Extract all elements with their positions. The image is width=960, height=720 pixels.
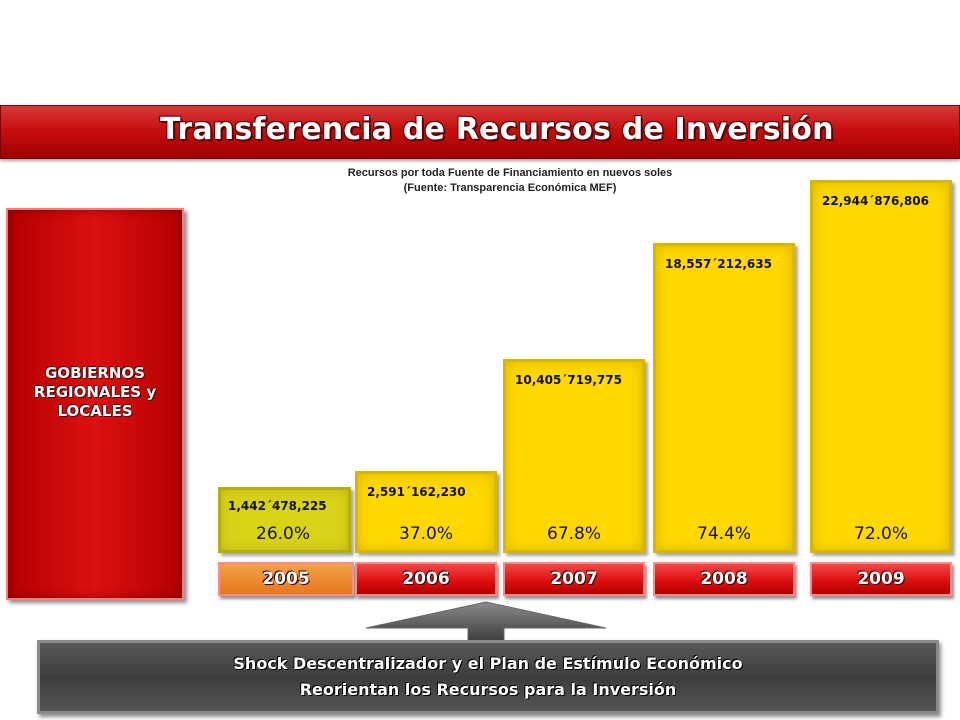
bar-2009: [810, 180, 952, 553]
banner-line-1: Shock Descentralizador y el Plan de Estí…: [233, 654, 743, 673]
bar-2007: [503, 359, 645, 553]
government-label: GOBIERNOS REGIONALES y LOCALES: [6, 364, 184, 421]
year-label-2009: 2009: [810, 562, 952, 596]
conclusion-banner: [37, 640, 939, 714]
bar-percent-label-2006: 37.0%: [399, 524, 454, 544]
bar-percent-label-2005: 26.0%: [256, 524, 311, 544]
title-band: [0, 105, 960, 159]
government-label-line-1: GOBIERNOS: [45, 364, 145, 382]
bar-percent-label-2009: 72.0%: [854, 524, 909, 544]
year-label-2007: 2007: [503, 562, 645, 596]
banner-line-2: Reorientan los Recursos para la Inversió…: [299, 680, 677, 699]
chart-subtitle: Recursos por toda Fuente de Financiamien…: [300, 166, 720, 196]
bar-percent-label-2008: 74.4%: [697, 524, 752, 544]
government-label-line-3: LOCALES: [57, 402, 133, 420]
year-label-2006: 2006: [355, 562, 497, 596]
bar-value-label-2007: 10,405´719,775: [515, 373, 622, 388]
arrow-up-icon: [365, 601, 607, 642]
bar-2008: [653, 242, 795, 553]
year-label-2005: 2005: [218, 562, 354, 596]
bar-value-label-2008: 18,557´212,635: [665, 256, 772, 271]
bar-2005: [218, 487, 351, 553]
year-label-2008: 2008: [653, 562, 795, 596]
bar-value-label-2006: 2,591´162,230: [367, 484, 466, 499]
bar-value-label-2009: 22,944´876,806: [822, 194, 929, 208]
slide-title: Transferencia de Recursos de Inversión: [160, 112, 834, 147]
bar-2006: [355, 470, 497, 553]
government-label-line-2: REGIONALES y: [33, 383, 157, 401]
bar-percent-label-2007: 67.8%: [547, 524, 602, 544]
subtitle-line-1: Recursos por toda Fuente de Financiamien…: [347, 167, 673, 179]
bar-value-label-2005: 1,442´478,225: [228, 499, 327, 513]
subtitle-line-2: (Fuente: Transparencia Económica MEF): [403, 182, 617, 194]
government-label-box: [6, 208, 184, 600]
